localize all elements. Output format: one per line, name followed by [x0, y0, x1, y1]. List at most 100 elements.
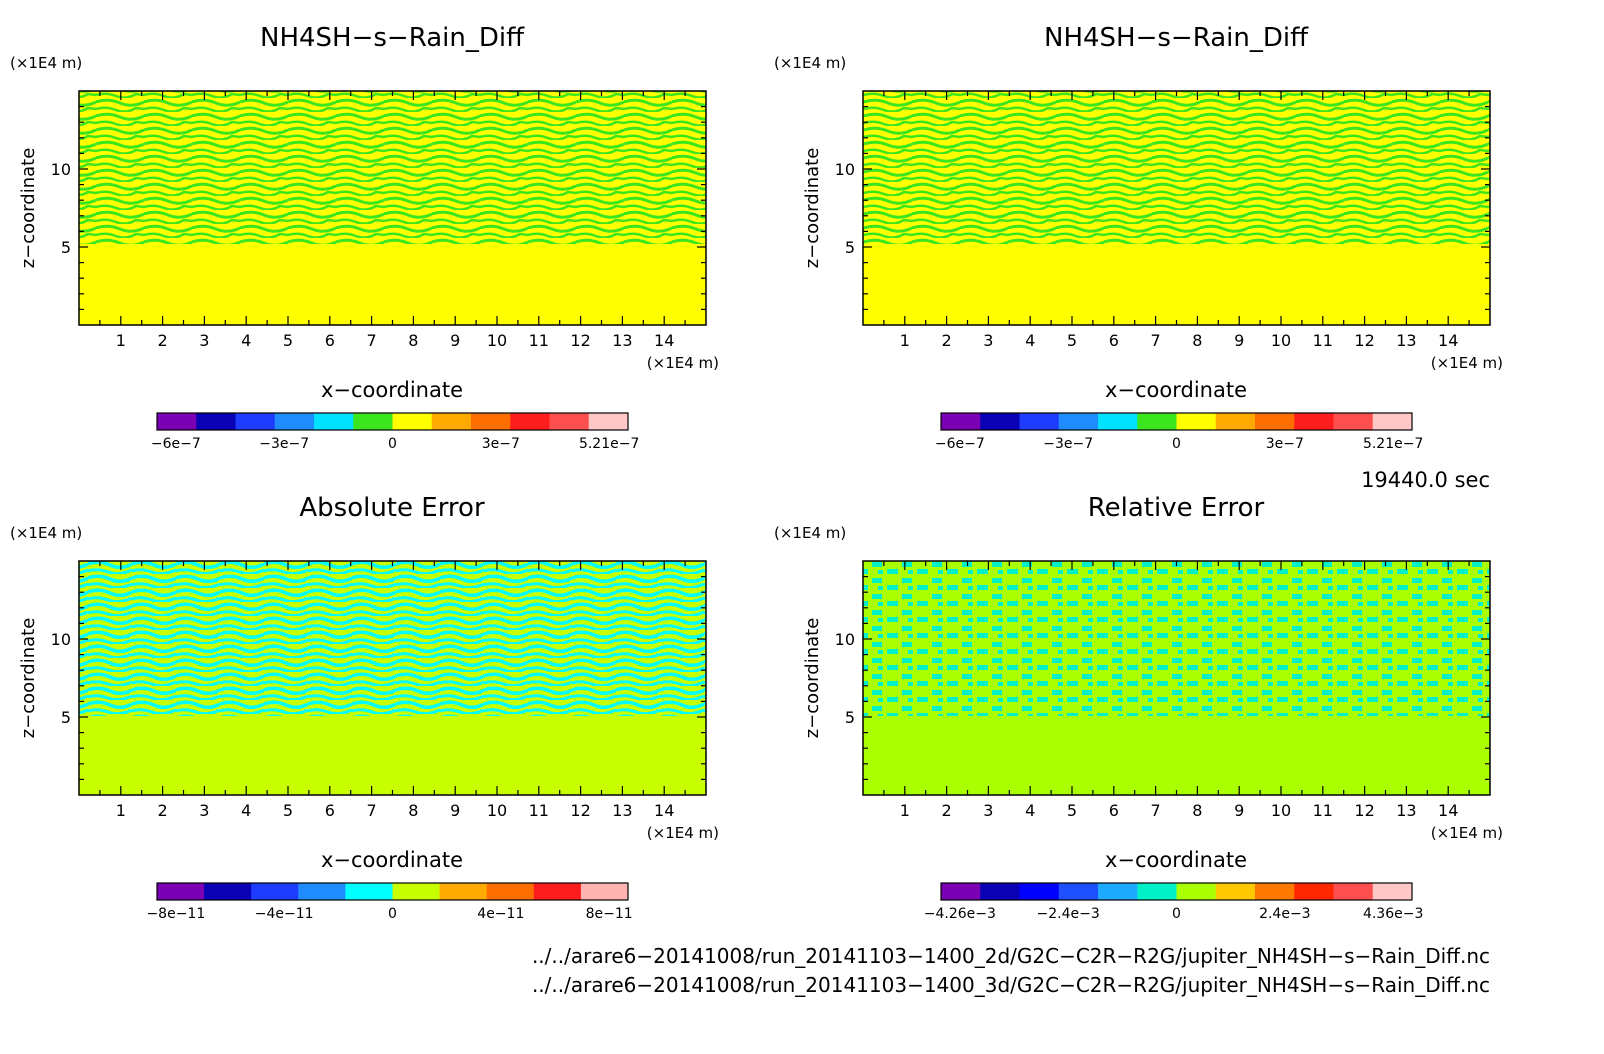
colorbar-swatch [157, 883, 205, 900]
panel-bottom-left: Absolute Error (×1E4 m) 1 2 3 4 5 6 7 8 9 10 11 12 1… [10, 493, 719, 922]
x-tick-label: 13 [1396, 801, 1416, 820]
x-tick-label: 3 [983, 801, 993, 820]
x-tick-label: 7 [1151, 331, 1161, 350]
colorbar-swatch [1137, 413, 1177, 430]
x-tick-label: 14 [654, 801, 674, 820]
colorbar: −4.26e−3 −2.4e−3 0 2.4e−3 4.36e−3 [924, 882, 1423, 922]
x-tick-label: 4 [1025, 331, 1035, 350]
colorbar-swatch [1019, 883, 1060, 900]
x-tick-label: 2 [158, 801, 168, 820]
x-tick-label: 2 [942, 331, 952, 350]
x-tick-label: 14 [1438, 801, 1458, 820]
colorbar-label: 2.4e−3 [1259, 906, 1311, 922]
colorbar-label: 0 [388, 906, 397, 922]
x-tick-label: 8 [1192, 331, 1202, 350]
colorbar-label: 3e−7 [1266, 436, 1304, 452]
colorbar-swatch [1333, 413, 1374, 430]
colorbar-label: 0 [1172, 436, 1181, 452]
x-unit-label: (×1E4 m) [1431, 824, 1503, 842]
y-tick-label: 10 [835, 160, 855, 179]
colorbar-swatch [274, 413, 315, 430]
file-path-3d: ../../arare6−20141008/run_20141103−1400_… [532, 973, 1490, 997]
y-tick-label: 5 [845, 708, 855, 727]
colorbar-swatch [1294, 413, 1334, 430]
x-tick-label: 8 [408, 331, 418, 350]
x-tick-label: 9 [1234, 801, 1244, 820]
y-unit-label: (×1E4 m) [10, 54, 82, 72]
colorbar: −8e−11 −4e−11 0 4e−11 8e−11 [146, 882, 633, 922]
x-unit-label: (×1E4 m) [647, 824, 719, 842]
x-tick-label: 6 [325, 801, 335, 820]
colorbar-swatch [196, 413, 236, 430]
colorbar-swatch [1372, 883, 1413, 900]
x-tick-label: 2 [158, 331, 168, 350]
colorbar: −6e−7 −3e−7 0 3e−7 5.21e−7 [151, 412, 639, 452]
colorbar-swatch [980, 883, 1020, 900]
colorbar-label: −6e−7 [151, 436, 201, 452]
colorbar-frame [940, 412, 1413, 431]
x-tick-label: 1 [116, 331, 126, 350]
colorbar-swatch [1058, 413, 1099, 430]
colorbar-swatch [1058, 883, 1099, 900]
colorbar-swatch [1098, 883, 1138, 900]
y-axis-label: z−coordinate [802, 148, 823, 269]
colorbar-swatch [941, 413, 981, 430]
colorbar-label: 3e−7 [482, 436, 520, 452]
y-tick-label: 10 [51, 160, 71, 179]
colorbar-swatch [1137, 883, 1177, 900]
panel-title: Absolute Error [299, 493, 485, 523]
x-tick-label: 9 [450, 801, 460, 820]
relative-error-field [863, 561, 1490, 716]
colorbar-swatch [533, 883, 582, 900]
x-tick-label: 1 [116, 801, 126, 820]
x-axis-label: x−coordinate [1105, 848, 1247, 872]
colorbar-swatch [1176, 883, 1217, 900]
colorbar-label: −4.26e−3 [924, 906, 996, 922]
colorbar-swatch [1215, 413, 1256, 430]
absolute-error-field [79, 561, 706, 716]
colorbar-label: −4e−11 [255, 906, 314, 922]
x-tick-label: 10 [1271, 801, 1291, 820]
panel-top-left: NH4SH−s−Rain_Diff (×1E4 m) 1 2 3 4 5 6 7 8 9 10 11… [10, 23, 719, 452]
colorbar-swatch [431, 413, 472, 430]
colorbar-label: −8e−11 [146, 906, 205, 922]
x-unit-label: (×1E4 m) [1431, 354, 1503, 372]
x-tick-label: 5 [283, 331, 293, 350]
colorbar-label: 8e−11 [586, 906, 633, 922]
rain-diff-field [79, 91, 706, 244]
x-tick-label: 11 [1313, 801, 1333, 820]
y-unit-label: (×1E4 m) [774, 54, 846, 72]
colorbar-swatch [345, 883, 393, 900]
x-tick-label: 4 [241, 331, 251, 350]
colorbar-swatch [1255, 413, 1295, 430]
rain-diff-field [863, 91, 1490, 244]
colorbar-swatch [588, 413, 629, 430]
x-axis-label: x−coordinate [321, 378, 463, 402]
x-tick-label: 4 [241, 801, 251, 820]
colorbar-label: 5.21e−7 [579, 436, 639, 452]
x-tick-label: 5 [283, 801, 293, 820]
y-axis-label: z−coordinate [18, 148, 39, 269]
x-axis-label: x−coordinate [1105, 378, 1247, 402]
colorbar-swatch [251, 883, 299, 900]
colorbar-swatch [1255, 883, 1295, 900]
colorbar-swatch [486, 883, 535, 900]
colorbar-swatch [510, 413, 550, 430]
colorbar-swatch [471, 413, 511, 430]
colorbar-swatch [1019, 413, 1060, 430]
colorbar-swatch [549, 413, 590, 430]
colorbar-label: 0 [1172, 906, 1181, 922]
time-label: 19440.0 sec [1361, 468, 1490, 492]
y-unit-label: (×1E4 m) [774, 524, 846, 542]
colorbar-swatch [314, 413, 354, 430]
colorbar-swatch [1215, 883, 1256, 900]
x-tick-label: 12 [1354, 801, 1374, 820]
y-axis-label: z−coordinate [18, 618, 39, 739]
panel-title: NH4SH−s−Rain_Diff [260, 23, 525, 53]
x-tick-label: 9 [1234, 331, 1244, 350]
colorbar-label: 0 [388, 436, 397, 452]
x-tick-label: 9 [450, 331, 460, 350]
colorbar-swatch [941, 883, 981, 900]
x-tick-label: 6 [1109, 801, 1119, 820]
